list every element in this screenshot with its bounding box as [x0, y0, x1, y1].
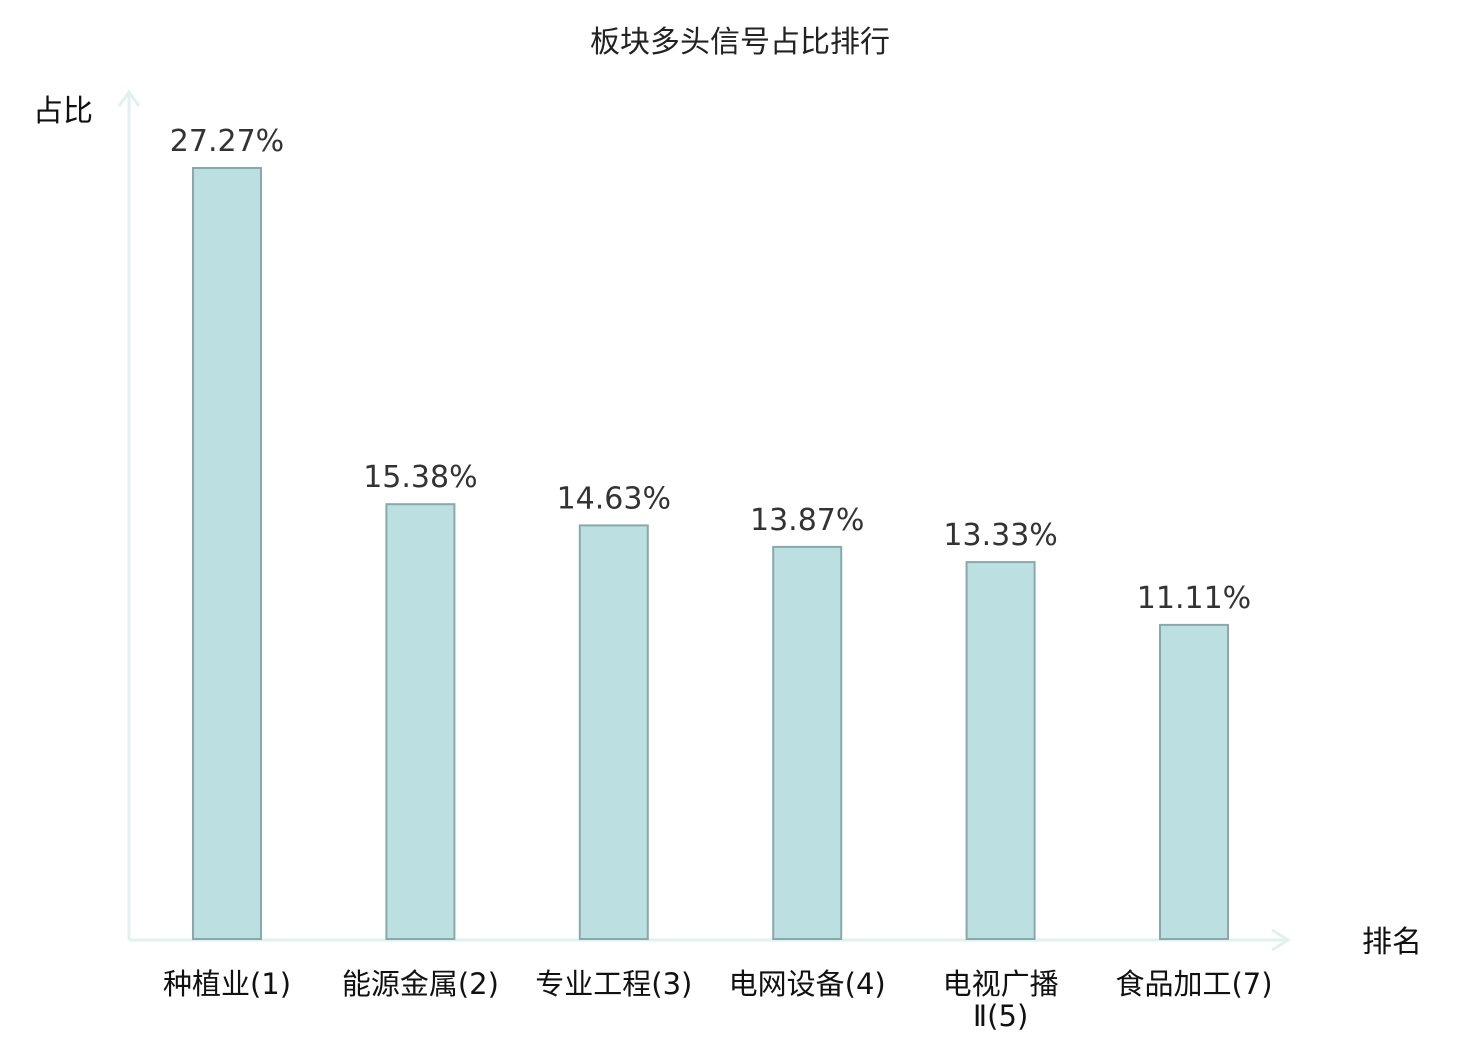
x-axis-label: 排名 [1362, 925, 1422, 960]
bar-2 [386, 504, 454, 939]
category-label-5: 电视广播 Ⅱ(5) [943, 967, 1059, 1033]
axes [119, 92, 1288, 950]
category-label-2: 能源金属(2) [342, 967, 499, 1001]
category-label-4: 电网设备(4) [729, 967, 886, 1001]
value-label-4: 13.87% [750, 503, 864, 538]
value-label-6: 11.11% [1137, 581, 1251, 616]
category-label-3: 专业工程(3) [535, 967, 692, 1001]
bar-4 [773, 547, 841, 939]
category-label-1: 种植业(1) [163, 967, 291, 1001]
value-label-1: 27.27% [170, 124, 284, 159]
category-labels-group: 种植业(1) 能源金属(2) 专业工程(3) 电网设备(4) 电视广播 Ⅱ(5) 食品加工(… [163, 967, 1273, 1033]
chart-title: 板块多头信号占比排行 [590, 25, 890, 60]
bar-5 [967, 562, 1035, 939]
bar-6 [1160, 625, 1228, 939]
y-axis-label: 占比 [33, 94, 93, 129]
bar-3 [580, 525, 648, 939]
bar-1 [193, 168, 261, 939]
category-label-6: 食品加工(7) [1115, 967, 1272, 1001]
bars-group [193, 168, 1228, 939]
value-label-5: 13.33% [943, 518, 1057, 553]
value-label-2: 15.38% [363, 460, 477, 495]
value-labels-group: 27.27% 15.38% 14.63% 13.87% 13.33% 11.11% [170, 124, 1251, 616]
value-label-3: 14.63% [557, 481, 671, 516]
